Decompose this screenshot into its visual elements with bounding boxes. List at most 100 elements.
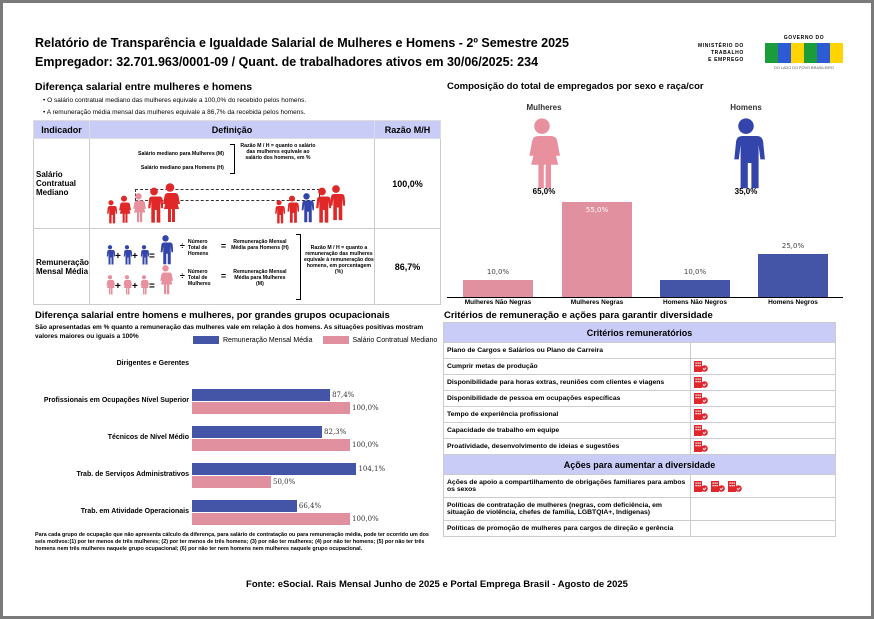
- building-check-icon: [694, 425, 708, 436]
- criteria-label: Disponibilidade para horas extras, reuni…: [443, 374, 691, 391]
- criteria-row: Proatividade, desenvolvimento de ideias …: [443, 438, 836, 455]
- category-label: Trab. em Atividade Operacionais: [80, 508, 189, 515]
- criteria-row: Tempo de experiência profissional: [443, 406, 836, 423]
- category-label: Técnicos de Nível Médio: [107, 434, 189, 441]
- building-check-icon: [711, 481, 725, 492]
- legend-swatch: [322, 336, 349, 344]
- svg-text:+: +: [115, 281, 121, 292]
- bullet: • A remuneração média mensal das mulhere…: [43, 109, 306, 116]
- criteria-icons: [690, 374, 836, 391]
- women-result: Remuneração Mensal Média para Mulheres (…: [233, 269, 287, 287]
- women-pct: 65,0%: [532, 187, 556, 196]
- svg-text:+: +: [132, 251, 138, 262]
- men-count: Número Total de Homens: [187, 239, 209, 257]
- ministry-line: TRABALHO: [711, 50, 744, 56]
- dashed-line: [134, 189, 320, 201]
- bar: [192, 389, 331, 401]
- bullet-text: A remuneração média mensal das mulheres …: [46, 109, 306, 116]
- composition-chart: 10,0% Mulheres Não Negras 55,0% Mulheres Ne…: [447, 193, 843, 313]
- def-ratio: Razão M / H = quanto a remuneração das m…: [304, 245, 374, 275]
- bar: [192, 426, 323, 438]
- brasil-wordmark: [765, 43, 843, 63]
- salary-diff-bullets: • O salário contratual mediano das mulhe…: [43, 95, 306, 119]
- legend-label: Remuneração Mensal Média: [223, 336, 313, 344]
- action-row: Políticas de promoção de mulheres para c…: [443, 520, 836, 537]
- occupation-subtitle: São apresentadas em % quanto a remuneraç…: [35, 324, 424, 340]
- data-label: 50,0%: [273, 478, 296, 486]
- employer-info: Empregador: 32.701.963/0001-09 / Quant. …: [35, 55, 539, 69]
- data-label: 25,0%: [781, 241, 805, 250]
- criteria-icons: [690, 438, 836, 455]
- definition-cell: + + = + + = ÷ Número Total de Homens = Remun…: [88, 228, 376, 305]
- people-icons: [107, 183, 345, 224]
- table-row: Salário Contratual Mediano Salário media…: [33, 138, 441, 229]
- brace: [295, 234, 301, 300]
- men-pct: 35,0%: [734, 187, 758, 196]
- criteria-icons: [690, 422, 836, 439]
- criteria-row: Plano de Cargos e Salários ou Plano de C…: [443, 342, 836, 359]
- criteria-icons: [690, 342, 836, 359]
- category-label: Profissionais em Ocupações Nível Superio…: [43, 397, 189, 404]
- criteria-label: Tempo de experiência profissional: [443, 406, 691, 423]
- data-label: 66,4%: [298, 502, 322, 510]
- criteria-row: Disponibilidade de pessoa em ocupações e…: [443, 390, 836, 407]
- occupation-footnote: Para cada grupo de ocupação que não apre…: [35, 532, 429, 552]
- bar: [192, 402, 350, 414]
- col-header: Indicador: [33, 120, 90, 139]
- category-label: Mulheres Não Negras: [464, 299, 532, 306]
- data-label: 87,4%: [332, 391, 355, 399]
- men-result: Remuneração Mensal Média para Homens (H): [231, 239, 289, 251]
- criteria-label: Proatividade, desenvolvimento de ideias …: [443, 438, 691, 455]
- man-icon: [734, 118, 765, 189]
- data-label: 55,0%: [585, 205, 609, 214]
- chart-legend: Remuneração Mensal Média Salário Contrat…: [193, 336, 437, 344]
- svg-text:=: =: [149, 251, 155, 262]
- indicator: Remuneração Mensal Média: [33, 228, 90, 305]
- equals-sign: =: [220, 241, 227, 251]
- men-label: Homens: [730, 103, 762, 112]
- data-label: 100,0%: [352, 515, 379, 523]
- gov-tagline: DO LADO DO POVO BRASILEIRO: [774, 66, 834, 70]
- woman-icon: [529, 118, 560, 189]
- women-count: Número Total de Mulheres: [187, 269, 211, 287]
- building-check-icon: [728, 481, 742, 492]
- svg-text:+: +: [132, 281, 138, 292]
- criteria-table: Critérios remuneratórios Plano de Cargos…: [443, 322, 836, 537]
- women-label: Mulheres: [526, 103, 562, 112]
- divide-sign: ÷: [179, 271, 185, 281]
- criteria-icons: [690, 358, 836, 375]
- svg-text:+: +: [115, 251, 121, 262]
- def-ratio: Razão M / H = quanto o salário das mulhe…: [240, 143, 316, 161]
- ratio-value: 100,0%: [374, 138, 441, 229]
- bar: [192, 513, 350, 525]
- def-m: Salário mediano para Mulheres (M): [138, 151, 224, 157]
- bar: [192, 500, 297, 512]
- category-label: Mulheres Negras: [570, 299, 624, 306]
- def-labels: Salário mediano para Mulheres (M) Salário…: [114, 147, 224, 175]
- x-axis: [447, 297, 843, 298]
- indicator: Salário Contratual Mediano: [33, 138, 90, 229]
- bar: [562, 201, 632, 297]
- action-label: Políticas de contratação de mulheres (ne…: [443, 497, 691, 521]
- section-header: Critérios remuneratórios: [443, 322, 836, 343]
- col-header: Definição: [88, 120, 376, 139]
- salary-diff-heading: Diferença salarial entre mulheres e home…: [35, 81, 253, 93]
- data-label: 100,0%: [352, 441, 379, 449]
- ministry-line: E EMPREGO: [708, 57, 744, 63]
- ministry-line: MINISTÉRIO DO: [698, 43, 744, 49]
- category-label: Homens Não Negros: [663, 299, 727, 306]
- criteria-label: Cumprir metas de produção: [443, 358, 691, 375]
- data-label: 100,0%: [352, 404, 379, 412]
- criteria-row: Capacidade de trabalho em equipe: [443, 422, 836, 439]
- divide-sign: ÷: [179, 241, 185, 251]
- bullet-text: O salário contratual mediano das mulhere…: [47, 97, 307, 104]
- source-footer: Fonte: eSocial. Rais Mensal Junho de 202…: [246, 579, 628, 590]
- def-h: Salário mediano para Homens (H): [140, 165, 224, 171]
- action-icons: [690, 497, 836, 521]
- criteria-row: Cumprir metas de produção: [443, 358, 836, 375]
- people-sum-icons: + + = + + =: [106, 235, 173, 295]
- composition-heading: Composição do total de empregados por se…: [447, 81, 704, 92]
- data-label: 104,1%: [358, 465, 386, 473]
- brace: [229, 144, 235, 174]
- action-row: Políticas de contratação de mulheres (ne…: [443, 497, 836, 521]
